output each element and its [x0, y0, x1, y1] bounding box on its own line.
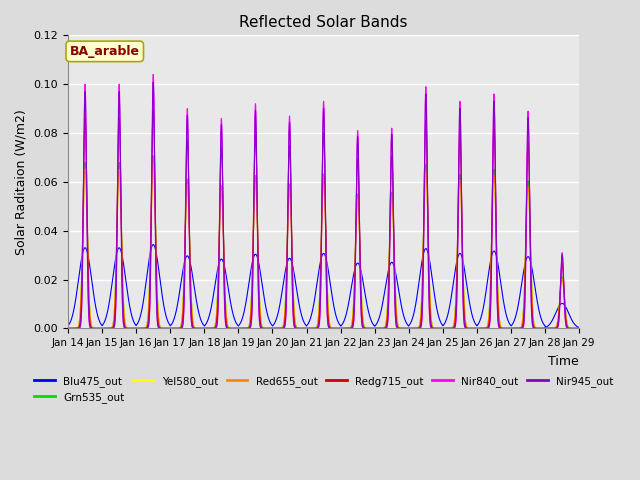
Legend: Blu475_out, Grn535_out, Yel580_out, Red655_out, Redg715_out, Nir840_out, Nir945_: Blu475_out, Grn535_out, Yel580_out, Red6… — [30, 372, 618, 407]
Blu475_out — [467, 305, 474, 311]
Red655_out — [149, 160, 157, 166]
Grn535_out — [394, 322, 402, 328]
Nir840_out — [255, 319, 263, 324]
Blu475_out — [573, 324, 581, 330]
Blu475_out — [394, 283, 402, 288]
Red655_out — [467, 325, 474, 331]
Redg715_out — [394, 324, 402, 330]
Nir840_out — [467, 325, 474, 331]
Nir840_out — [64, 325, 72, 331]
Nir945_out — [64, 325, 72, 331]
Line: Redg715_out: Redg715_out — [68, 110, 579, 328]
Grn535_out — [573, 325, 581, 331]
Redg715_out — [467, 325, 474, 331]
Nir945_out — [573, 325, 581, 331]
Yel580_out — [64, 325, 72, 331]
Line: Nir945_out: Nir945_out — [68, 82, 579, 328]
Grn535_out — [149, 153, 157, 158]
Grn535_out — [575, 325, 583, 331]
Nir840_out — [149, 72, 157, 77]
Red655_out — [575, 325, 583, 331]
Line: Grn535_out: Grn535_out — [68, 156, 579, 328]
Nir945_out — [149, 79, 157, 85]
Yel580_out — [149, 160, 157, 166]
Title: Reflected Solar Bands: Reflected Solar Bands — [239, 15, 408, 30]
Grn535_out — [168, 325, 176, 331]
Yel580_out — [173, 325, 181, 331]
Redg715_out — [575, 325, 583, 331]
Line: Yel580_out: Yel580_out — [68, 163, 579, 328]
Nir945_out — [575, 325, 583, 331]
Red655_out — [168, 325, 176, 331]
Text: Time: Time — [548, 355, 579, 368]
Red655_out — [255, 295, 263, 301]
Nir945_out — [168, 325, 176, 331]
Yel580_out — [573, 325, 581, 331]
Yel580_out — [575, 325, 583, 331]
Yel580_out — [255, 295, 263, 301]
Red655_out — [173, 325, 181, 331]
Redg715_out — [173, 325, 181, 331]
Grn535_out — [173, 325, 181, 331]
Red655_out — [394, 322, 402, 328]
Redg715_out — [573, 325, 581, 331]
Blu475_out — [255, 264, 263, 270]
Nir840_out — [575, 325, 583, 331]
Red655_out — [64, 325, 72, 331]
Line: Red655_out: Red655_out — [68, 163, 579, 328]
Nir945_out — [173, 325, 181, 331]
Yel580_out — [467, 325, 474, 331]
Yel580_out — [168, 325, 176, 331]
Blu475_out — [173, 302, 181, 308]
Y-axis label: Solar Raditaion (W/m2): Solar Raditaion (W/m2) — [15, 109, 28, 255]
Blu475_out — [575, 325, 583, 331]
Redg715_out — [149, 107, 157, 113]
Yel580_out — [394, 322, 402, 328]
Nir945_out — [255, 316, 263, 322]
Nir945_out — [394, 325, 402, 331]
Nir945_out — [467, 325, 474, 331]
Grn535_out — [64, 325, 72, 331]
Blu475_out — [168, 321, 176, 326]
Red655_out — [573, 325, 581, 331]
Line: Blu475_out: Blu475_out — [68, 245, 579, 328]
Nir840_out — [168, 325, 176, 331]
Blu475_out — [64, 323, 72, 328]
Blu475_out — [149, 242, 157, 248]
Redg715_out — [64, 325, 72, 331]
Line: Nir840_out: Nir840_out — [68, 74, 579, 328]
Nir840_out — [173, 325, 181, 331]
Redg715_out — [255, 305, 263, 311]
Nir840_out — [394, 325, 402, 331]
Nir840_out — [573, 325, 581, 331]
Grn535_out — [255, 294, 263, 300]
Grn535_out — [467, 325, 474, 331]
Redg715_out — [168, 325, 176, 331]
Text: BA_arable: BA_arable — [70, 45, 140, 58]
